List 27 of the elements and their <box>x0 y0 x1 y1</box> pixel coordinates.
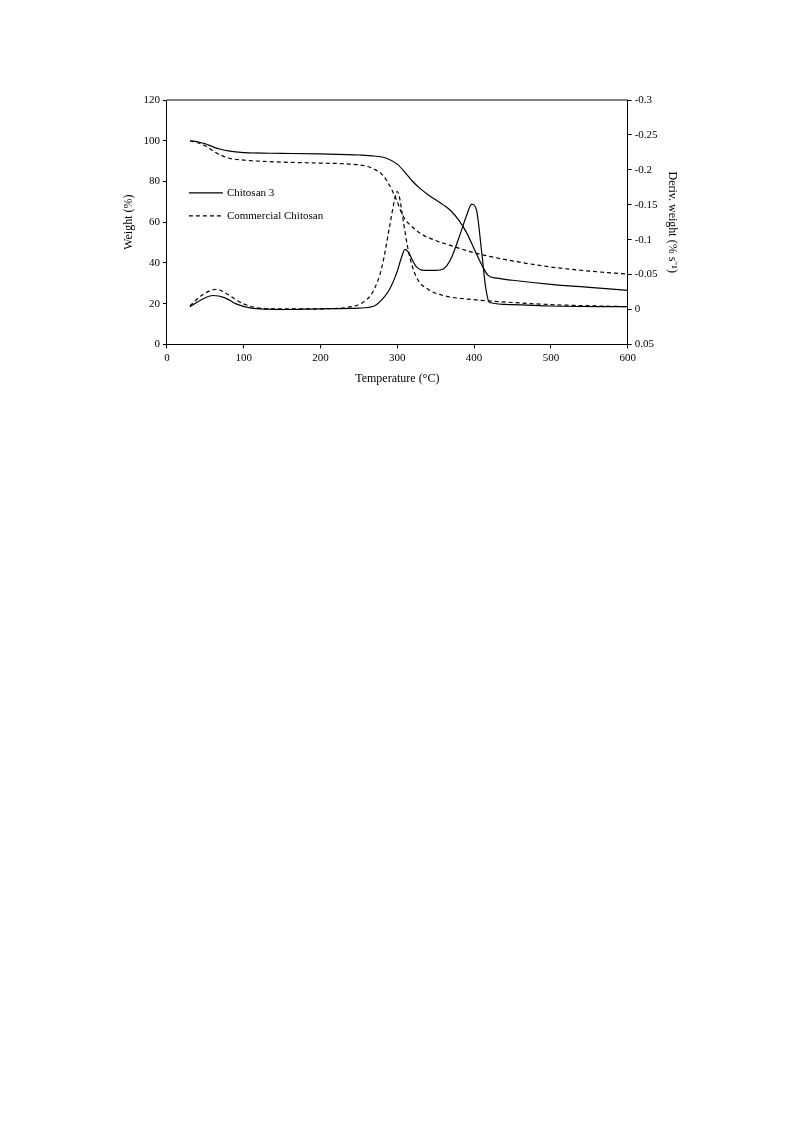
y2-tick-label: -0.05 <box>634 267 659 280</box>
x-tick-label: 300 <box>389 350 407 363</box>
x-tick-label: 400 <box>465 350 483 363</box>
legend-label: Chitosan 3 <box>226 185 275 198</box>
y2-tick-label: 0 <box>634 302 641 315</box>
y-tick-label: 120 <box>143 92 161 105</box>
y2-tick-label: -0.15 <box>634 197 659 210</box>
y-tick-label: 60 <box>148 215 161 228</box>
x-axis-title: Temperature (°C) <box>355 370 440 385</box>
y-tick-label: 20 <box>148 296 161 309</box>
x-tick-label: 200 <box>312 350 330 363</box>
y-tick-label: 40 <box>148 255 161 268</box>
x-tick-label: 100 <box>235 350 253 363</box>
y2-tick-label: -0.1 <box>634 232 653 245</box>
y2-tick-label: -0.3 <box>634 92 653 105</box>
x-tick-label: 600 <box>619 350 637 363</box>
x-tick-label: 500 <box>542 350 560 363</box>
y-tick-label: 0 <box>154 337 161 350</box>
y-axis-title: Weight (%) <box>121 194 136 250</box>
y2-axis-title: Deriv. weight (% s⁻¹) <box>665 171 680 273</box>
y-tick-label: 80 <box>148 174 161 187</box>
y-tick-label: 100 <box>143 133 161 146</box>
y2-tick-label: -0.2 <box>634 162 653 175</box>
x-tick-label: 0 <box>164 350 171 363</box>
y2-tick-label: 0.05 <box>634 337 655 350</box>
y2-tick-label: -0.25 <box>634 127 659 140</box>
legend-label: Commercial Chitosan <box>226 208 324 221</box>
